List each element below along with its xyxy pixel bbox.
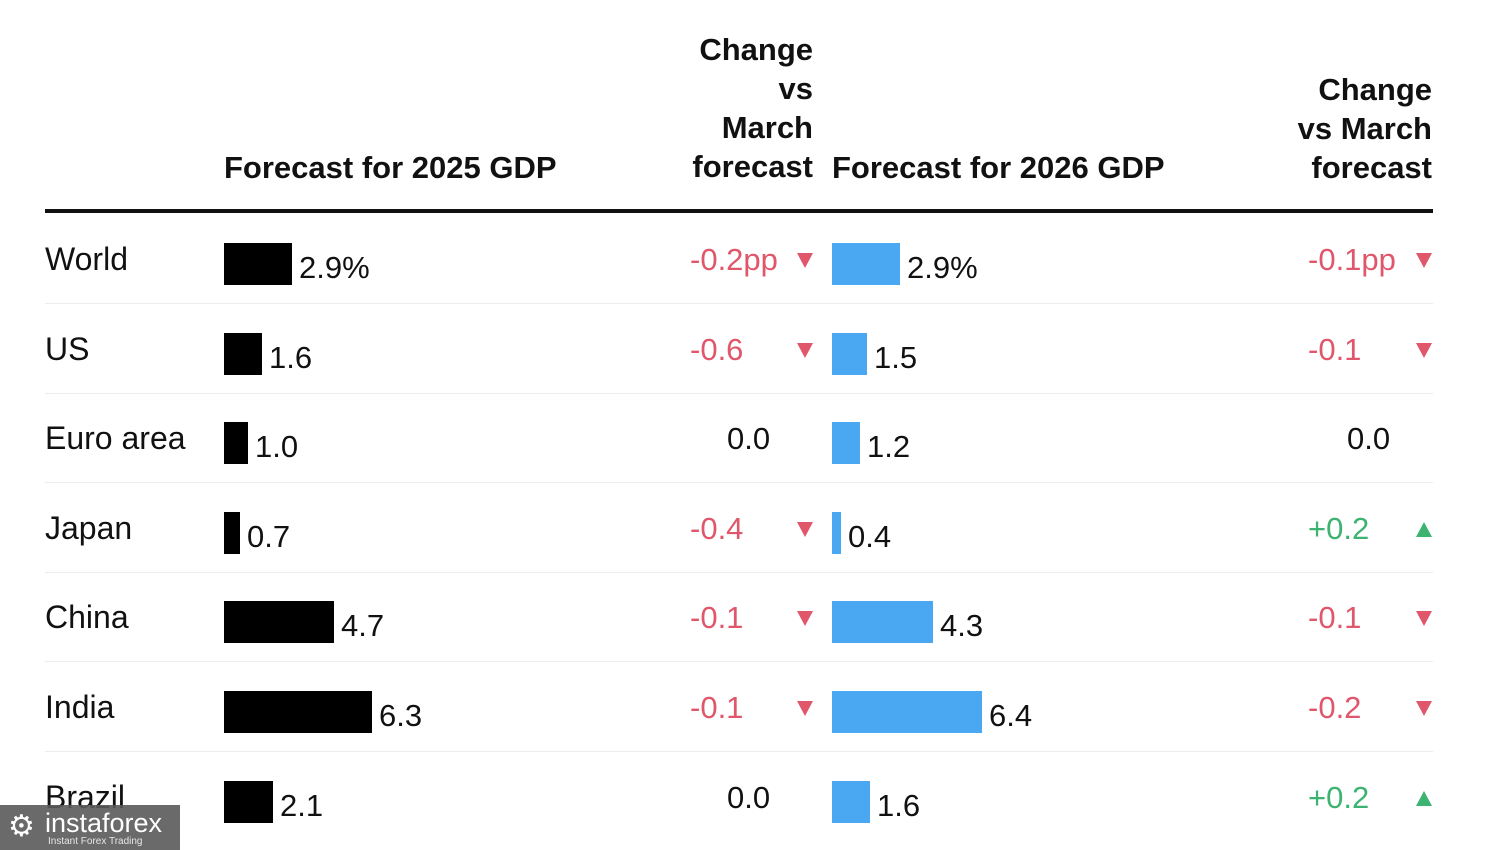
row-divider [45, 571, 1433, 573]
bar-2025 [224, 332, 262, 375]
table-row: Brazil 2.1 0.0 1.6 +0.2 [0, 753, 1500, 842]
country-label: China [45, 599, 129, 636]
row-divider [45, 392, 1433, 394]
header-change-2025-line: vs [778, 71, 813, 106]
value-label-2025: 6.3 [379, 698, 423, 733]
header-rule [45, 209, 1433, 213]
country-label: Japan [45, 509, 133, 546]
change-2026-value: 0.0 [1347, 421, 1391, 457]
triangle-down-icon [1416, 701, 1432, 716]
header-forecast-2025: Forecast for 2025 GDP [224, 150, 557, 185]
triangle-down-icon [797, 342, 813, 358]
header-change-2026-line: Change [1318, 72, 1432, 107]
header-change-2026: Change vs March forecast [1270, 70, 1432, 187]
row-divider [45, 303, 1433, 304]
change-2026-value: +0.2 [1308, 510, 1370, 546]
change-2025-value: -0.1 [690, 690, 744, 725]
value-label-2025: 4.7 [341, 608, 385, 644]
change-2026-value: +0.2 [1308, 779, 1370, 815]
header-change-2025-line: forecast [692, 149, 813, 184]
change-2026-value: -0.1 [1308, 600, 1362, 636]
bar-2025 [224, 691, 372, 733]
triangle-down-icon [797, 521, 813, 537]
value-label-2025: 1.6 [269, 339, 313, 375]
country-label: India [45, 689, 115, 725]
change-2026-value: -0.2 [1308, 690, 1362, 725]
country-label: Euro area [45, 420, 186, 457]
change-2026-value: -0.1 [1308, 331, 1362, 367]
bar-2026 [832, 511, 841, 554]
change-2025-value: 0.0 [727, 779, 771, 815]
bar-2026 [832, 601, 933, 644]
country-label: World [45, 241, 128, 277]
row-divider [45, 482, 1433, 484]
change-2026-value: -0.1pp [1308, 242, 1396, 277]
bar-2026 [832, 332, 867, 375]
bar-2026 [832, 780, 870, 823]
watermark-brand: instaforex [45, 808, 163, 838]
value-label-2026: 1.5 [874, 339, 918, 375]
table-row: China 4.7 -0.1 4.3 -0.1 [0, 573, 1500, 663]
country-label: US [45, 330, 90, 367]
bar-2026 [832, 422, 860, 465]
triangle-down-icon [1416, 611, 1432, 627]
change-2025-value: -0.6 [690, 331, 744, 367]
row-divider [45, 751, 1433, 752]
change-2025-value: 0.0 [727, 421, 771, 457]
watermark: ⚙ instaforex Instant Forex Trading [0, 805, 180, 850]
bar-2025 [224, 511, 240, 554]
table-row: Euro area 1.0 0.0 1.2 0.0 [0, 394, 1500, 484]
value-label-2026: 6.4 [989, 698, 1033, 733]
triangle-up-icon [1416, 521, 1432, 537]
header-forecast-2026: Forecast for 2026 GDP [832, 150, 1165, 185]
row-divider [45, 661, 1433, 663]
triangle-down-icon [797, 701, 813, 716]
triangle-down-icon [1416, 342, 1432, 358]
value-label-2025: 2.1 [280, 787, 324, 823]
change-2025-value: -0.2pp [690, 242, 778, 277]
header-change-2025-line: Change [699, 32, 813, 67]
watermark-tagline: Instant Forex Trading [48, 836, 143, 847]
bar-2025 [224, 780, 273, 823]
value-label-2026: 0.4 [848, 518, 892, 554]
value-label-2026: 1.6 [877, 787, 921, 823]
bar-2025 [224, 601, 334, 644]
header-change-2026-line: vs March [1297, 111, 1432, 146]
change-2025-value: -0.4 [690, 510, 744, 546]
header-change-2025-line: March [721, 110, 813, 145]
header-change-2025: Change vs March forecast [660, 30, 813, 186]
value-label-2026: 4.3 [940, 608, 984, 644]
triangle-up-icon [1416, 790, 1432, 806]
value-label-2025: 1.0 [255, 429, 299, 465]
bar-2026 [832, 243, 900, 285]
table-row: World 2.9% -0.2pp 2.9% -0.1pp [0, 215, 1500, 304]
value-label-2025: 2.9% [299, 250, 370, 285]
table-row: US 1.6 -0.6 1.5 -0.1 [0, 305, 1500, 394]
triangle-down-icon [797, 253, 813, 268]
table-row: Japan 0.7 -0.4 0.4 +0.2 [0, 484, 1500, 573]
bar-2025 [224, 422, 248, 465]
triangle-down-icon [1416, 253, 1432, 268]
bar-2025 [224, 243, 292, 285]
value-label-2026: 2.9% [907, 250, 978, 285]
value-label-2026: 1.2 [867, 429, 911, 465]
gear-logo-icon: ⚙ [8, 810, 35, 843]
bar-2026 [832, 691, 982, 733]
value-label-2025: 0.7 [247, 518, 291, 554]
table-row: India 6.3 -0.1 6.4 -0.2 [0, 663, 1500, 752]
triangle-down-icon [797, 611, 813, 627]
header-change-2026-line: forecast [1311, 150, 1432, 185]
change-2025-value: -0.1 [690, 600, 744, 636]
